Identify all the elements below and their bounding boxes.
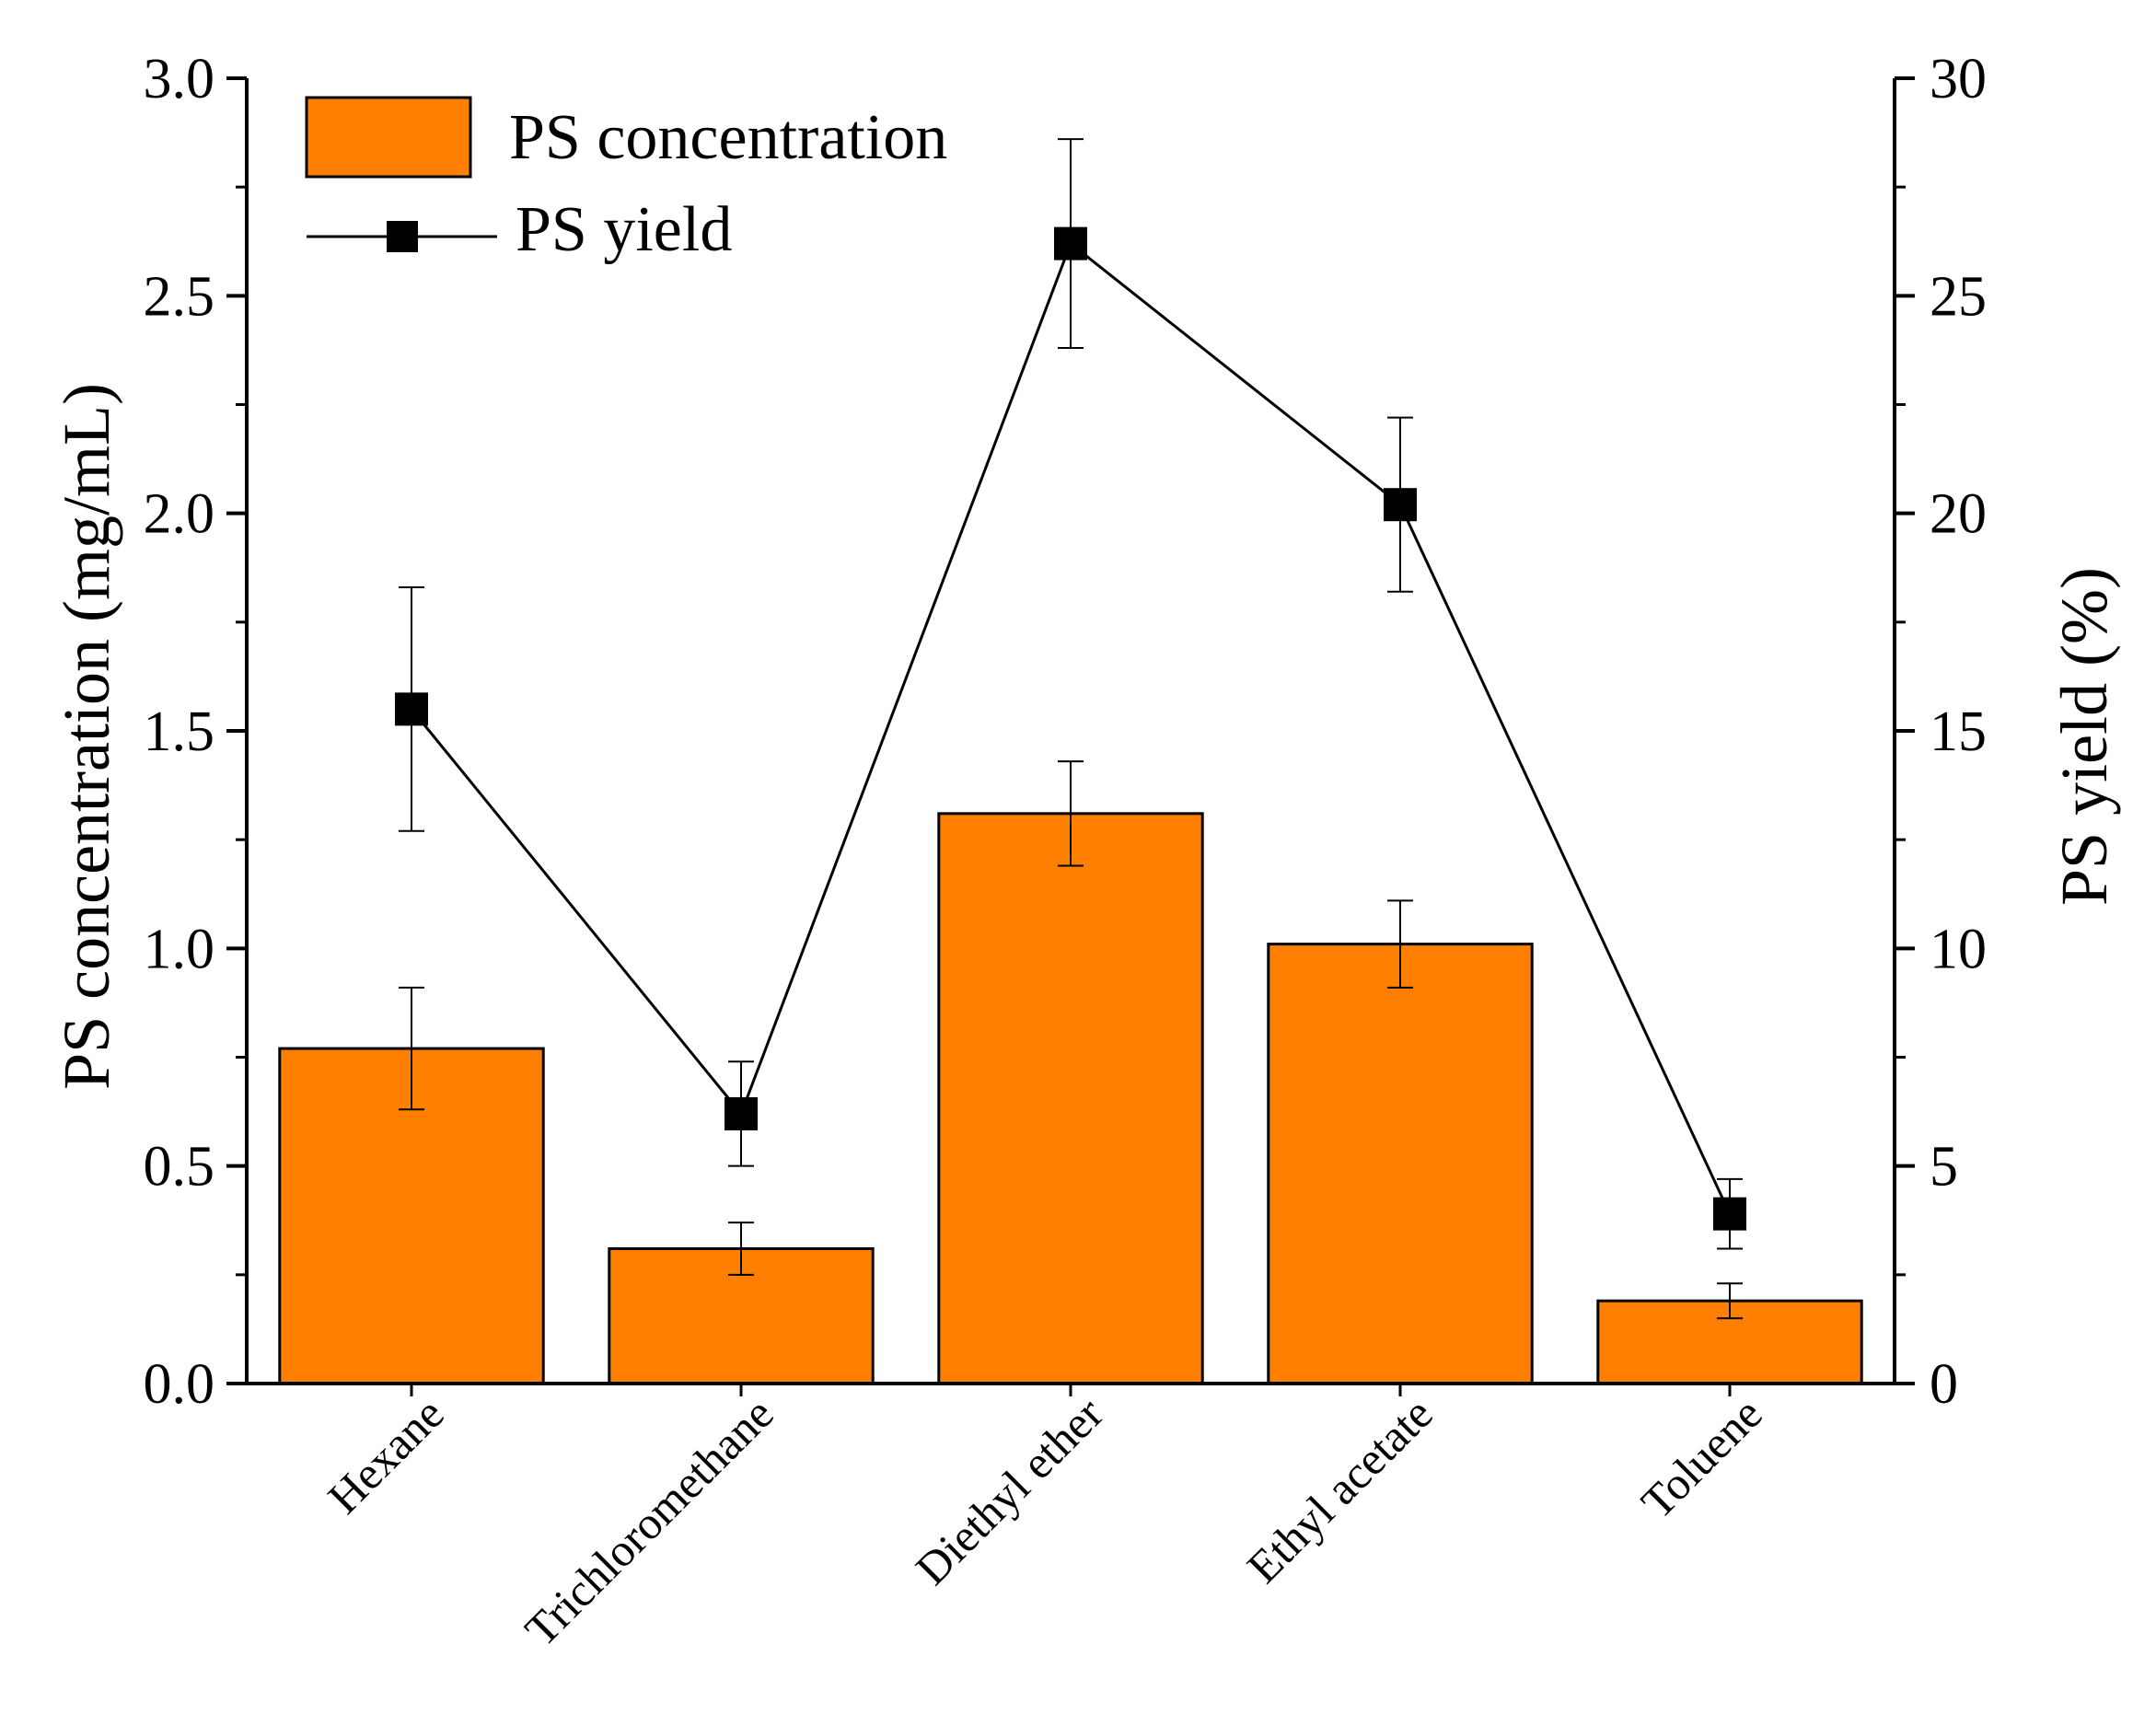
right-tick-label: 10 xyxy=(1930,918,1987,980)
right-tick-label: 0 xyxy=(1930,1353,1958,1416)
x-tick-label: Trichloromethane xyxy=(515,1387,783,1656)
legend: PS concentration PS yield xyxy=(305,96,947,265)
bar-error-4 xyxy=(1717,1282,1743,1320)
yield-marker-2 xyxy=(1054,226,1087,261)
yield-marker-0 xyxy=(395,692,428,726)
right-tick-label: 25 xyxy=(1930,265,1987,328)
left-tick-label: 1.0 xyxy=(144,918,215,980)
right-tick-label: 30 xyxy=(1930,48,1987,110)
yield-marker-4 xyxy=(1713,1197,1746,1231)
bar-diethyl-ether xyxy=(937,812,1204,1385)
bar-error-0 xyxy=(399,986,424,1111)
right-tick-label: 20 xyxy=(1930,483,1987,546)
bar-error-1 xyxy=(728,1222,754,1276)
bar-error-2 xyxy=(1058,760,1084,867)
legend-label-concentration: PS concentration xyxy=(509,102,947,173)
x-tick-label: Hexane xyxy=(318,1387,454,1523)
x-tick-label: Toluene xyxy=(1631,1387,1772,1528)
yield-marker-3 xyxy=(1384,488,1417,522)
bar-error-3 xyxy=(1387,899,1413,989)
legend-bar-swatch xyxy=(305,96,472,179)
left-axis-title: PS concentration (mg/mL) xyxy=(50,383,123,1090)
left-tick-label: 2.5 xyxy=(144,265,215,328)
bars-layer xyxy=(278,760,1863,1385)
legend-marker-square xyxy=(387,221,418,252)
left-tick-label: 0.0 xyxy=(144,1353,215,1416)
right-axis-title: PS yield (%) xyxy=(2047,567,2121,906)
legend-label-yield: PS yield xyxy=(516,194,732,265)
left-tick-label: 1.5 xyxy=(144,701,215,763)
x-tick-label: Ethyl acetate xyxy=(1237,1387,1443,1592)
x-tick-label: Diethyl ether xyxy=(906,1387,1113,1594)
right-tick-label: 5 xyxy=(1930,1136,1958,1199)
bar-ethyl-acetate xyxy=(1267,943,1534,1385)
right-tick-label: 15 xyxy=(1930,701,1987,763)
left-tick-label: 0.5 xyxy=(144,1136,215,1199)
yield-marker-1 xyxy=(724,1096,758,1130)
left-tick-label: 3.0 xyxy=(144,48,215,110)
left-tick-label: 2.0 xyxy=(144,483,215,546)
line-layer xyxy=(395,138,1746,1250)
